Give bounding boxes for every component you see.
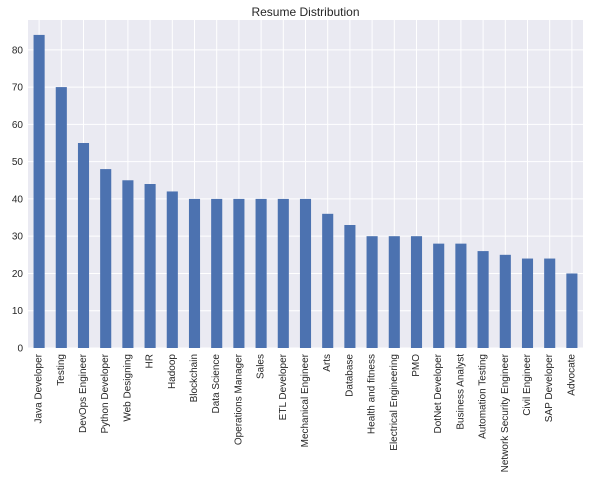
y-tick-label: 20 (12, 269, 24, 280)
bar-java-developer (33, 34, 45, 349)
bar-arts (322, 213, 334, 348)
bar-civil-engineer (521, 258, 534, 348)
y-tick-label: 60 (12, 120, 24, 131)
y-tick-label: 70 (12, 83, 24, 94)
bar-health-and-fitness (366, 236, 378, 348)
x-tick-label: DotNet Developer (433, 353, 444, 433)
x-tick-label: Hadoop (167, 354, 178, 389)
x-tick-label: Sales (256, 354, 267, 379)
bar-sales (255, 198, 267, 348)
x-tick-label: Operations Manager (233, 353, 244, 445)
chart-title: Resume Distribution (251, 5, 359, 19)
bar-business-analyst (455, 243, 467, 348)
x-tick-label: SAP Developer (544, 353, 555, 422)
bar-python-developer (100, 169, 112, 348)
bar-web-designing (122, 180, 134, 348)
y-tick-label: 50 (12, 157, 24, 168)
bar-testing (55, 87, 67, 348)
bar-sap-developer (544, 258, 556, 348)
x-tick-label: Data Science (211, 354, 222, 414)
x-tick-label: ETL Developer (278, 353, 289, 420)
y-tick-label: 30 (12, 232, 24, 243)
x-tick-label: Business Analyst (455, 354, 466, 430)
x-tick-label: Arts (322, 354, 333, 372)
bar-dotnet-developer (433, 243, 445, 348)
bar-pmo (410, 236, 423, 348)
x-tick-label: Python Developer (100, 353, 111, 433)
x-tick-label: Civil Engineer (522, 353, 533, 415)
bar-etl-developer (277, 198, 289, 348)
bar-automation-testing (477, 251, 489, 348)
x-axis-ticks: Java Developer Testing DevOps Engineer Pyth… (34, 353, 578, 472)
x-tick-label: Java Developer (34, 353, 45, 423)
bars (33, 34, 578, 349)
y-tick-label: 80 (12, 45, 24, 56)
x-tick-label: Mechanical Engineer (300, 353, 311, 447)
y-axis-ticks: 0 10 20 30 40 50 60 70 80 (12, 45, 24, 354)
bar-operations-manager (233, 198, 245, 348)
x-tick-label: Electrical Engineering (389, 354, 400, 451)
x-tick-label: Automation Testing (478, 354, 489, 439)
x-tick-label: HR (145, 354, 156, 368)
y-tick-label: 40 (12, 194, 24, 205)
x-tick-label: Web Designing (122, 354, 133, 422)
x-tick-label: PMO (411, 354, 422, 377)
x-tick-label: Network Security Engineer (500, 353, 511, 472)
bar-blockchain (188, 198, 201, 348)
bar-electrical-engineering (388, 236, 400, 348)
x-tick-label: Advocate (566, 354, 577, 396)
bar-advocate (566, 273, 578, 348)
x-tick-label: Database (344, 354, 355, 397)
bar-hadoop (166, 191, 178, 348)
x-tick-label: Blockchain (189, 354, 200, 402)
x-tick-label: DevOps Engineer (78, 353, 89, 433)
bar-network-security-engineer (499, 254, 511, 348)
x-tick-label: Testing (56, 354, 67, 386)
bar-devops-engineer (77, 143, 90, 348)
x-tick-label: Health and fitness (367, 354, 378, 434)
bar-mechanical-engineer (299, 198, 312, 348)
y-tick-label: 10 (12, 306, 24, 317)
y-tick-label: 0 (17, 344, 23, 355)
bar-hr (144, 184, 156, 348)
bar-data-science (211, 198, 223, 348)
bar-database (344, 225, 356, 348)
